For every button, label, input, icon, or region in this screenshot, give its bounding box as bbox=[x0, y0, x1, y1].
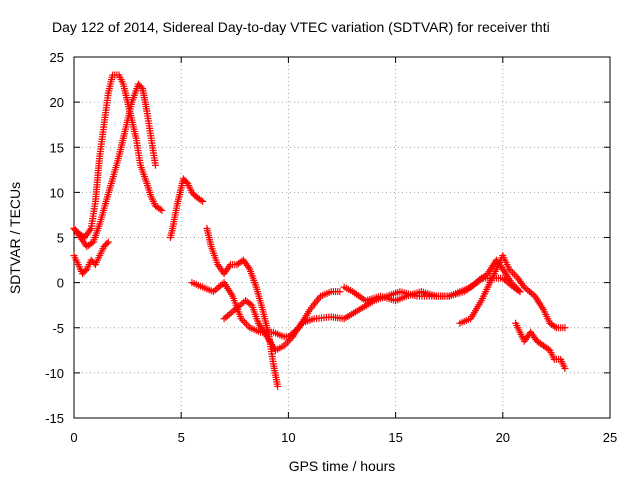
data-point bbox=[561, 324, 569, 332]
data-point bbox=[284, 338, 292, 346]
y-tick-label: 25 bbox=[50, 50, 64, 65]
x-tick-label: 10 bbox=[281, 430, 295, 445]
data-point bbox=[81, 267, 89, 275]
x-tick-label: 15 bbox=[388, 430, 402, 445]
data-point bbox=[156, 205, 164, 213]
y-tick-label: -10 bbox=[45, 366, 64, 381]
data-point bbox=[336, 288, 344, 296]
data-point bbox=[182, 178, 190, 186]
y-tick-label: 20 bbox=[50, 95, 64, 110]
series-track-3 bbox=[70, 80, 159, 251]
series-track-8 bbox=[340, 274, 524, 305]
chart-title: Day 122 of 2014, Sidereal Day-to-day VTE… bbox=[52, 19, 550, 35]
y-tick-label: -15 bbox=[45, 411, 64, 426]
data-point bbox=[104, 238, 112, 246]
y-axis-label: SDTVAR / TECUs bbox=[7, 182, 23, 294]
data-point bbox=[274, 382, 282, 390]
data-point bbox=[158, 206, 166, 214]
data-point bbox=[509, 269, 517, 277]
series-track-2 bbox=[70, 238, 112, 278]
y-tick-label: 5 bbox=[57, 231, 64, 246]
data-point bbox=[137, 83, 145, 91]
gridlines bbox=[74, 57, 610, 418]
data-point bbox=[199, 197, 207, 205]
x-axis-label: GPS time / hours bbox=[289, 458, 396, 474]
data-point bbox=[551, 323, 559, 331]
data-point bbox=[151, 161, 159, 169]
data-point bbox=[197, 196, 205, 204]
series-track-4 bbox=[166, 175, 207, 241]
y-tick-label: 10 bbox=[50, 185, 64, 200]
data-point bbox=[561, 364, 569, 372]
x-tick-label: 20 bbox=[496, 430, 510, 445]
data-points bbox=[70, 71, 569, 390]
data-point bbox=[510, 271, 518, 279]
series-track-10 bbox=[512, 319, 569, 372]
data-point bbox=[514, 287, 522, 295]
series-track-6 bbox=[188, 279, 344, 341]
y-tick-label: 0 bbox=[57, 276, 64, 291]
data-point bbox=[242, 320, 250, 328]
axis-ticks: 0 5 10 15 20 25 -15 -10 -5 0 5 10 15 20 25 bbox=[45, 50, 617, 445]
data-point bbox=[241, 318, 249, 326]
series-track-5 bbox=[203, 224, 282, 390]
data-point bbox=[516, 288, 524, 296]
x-tick-label: 5 bbox=[178, 430, 185, 445]
x-tick-label: 25 bbox=[603, 430, 617, 445]
data-point bbox=[103, 240, 111, 248]
y-tick-label: 15 bbox=[50, 140, 64, 155]
x-tick-label: 0 bbox=[70, 430, 77, 445]
y-tick-label: -5 bbox=[52, 321, 64, 336]
series-track-9 bbox=[456, 252, 569, 332]
